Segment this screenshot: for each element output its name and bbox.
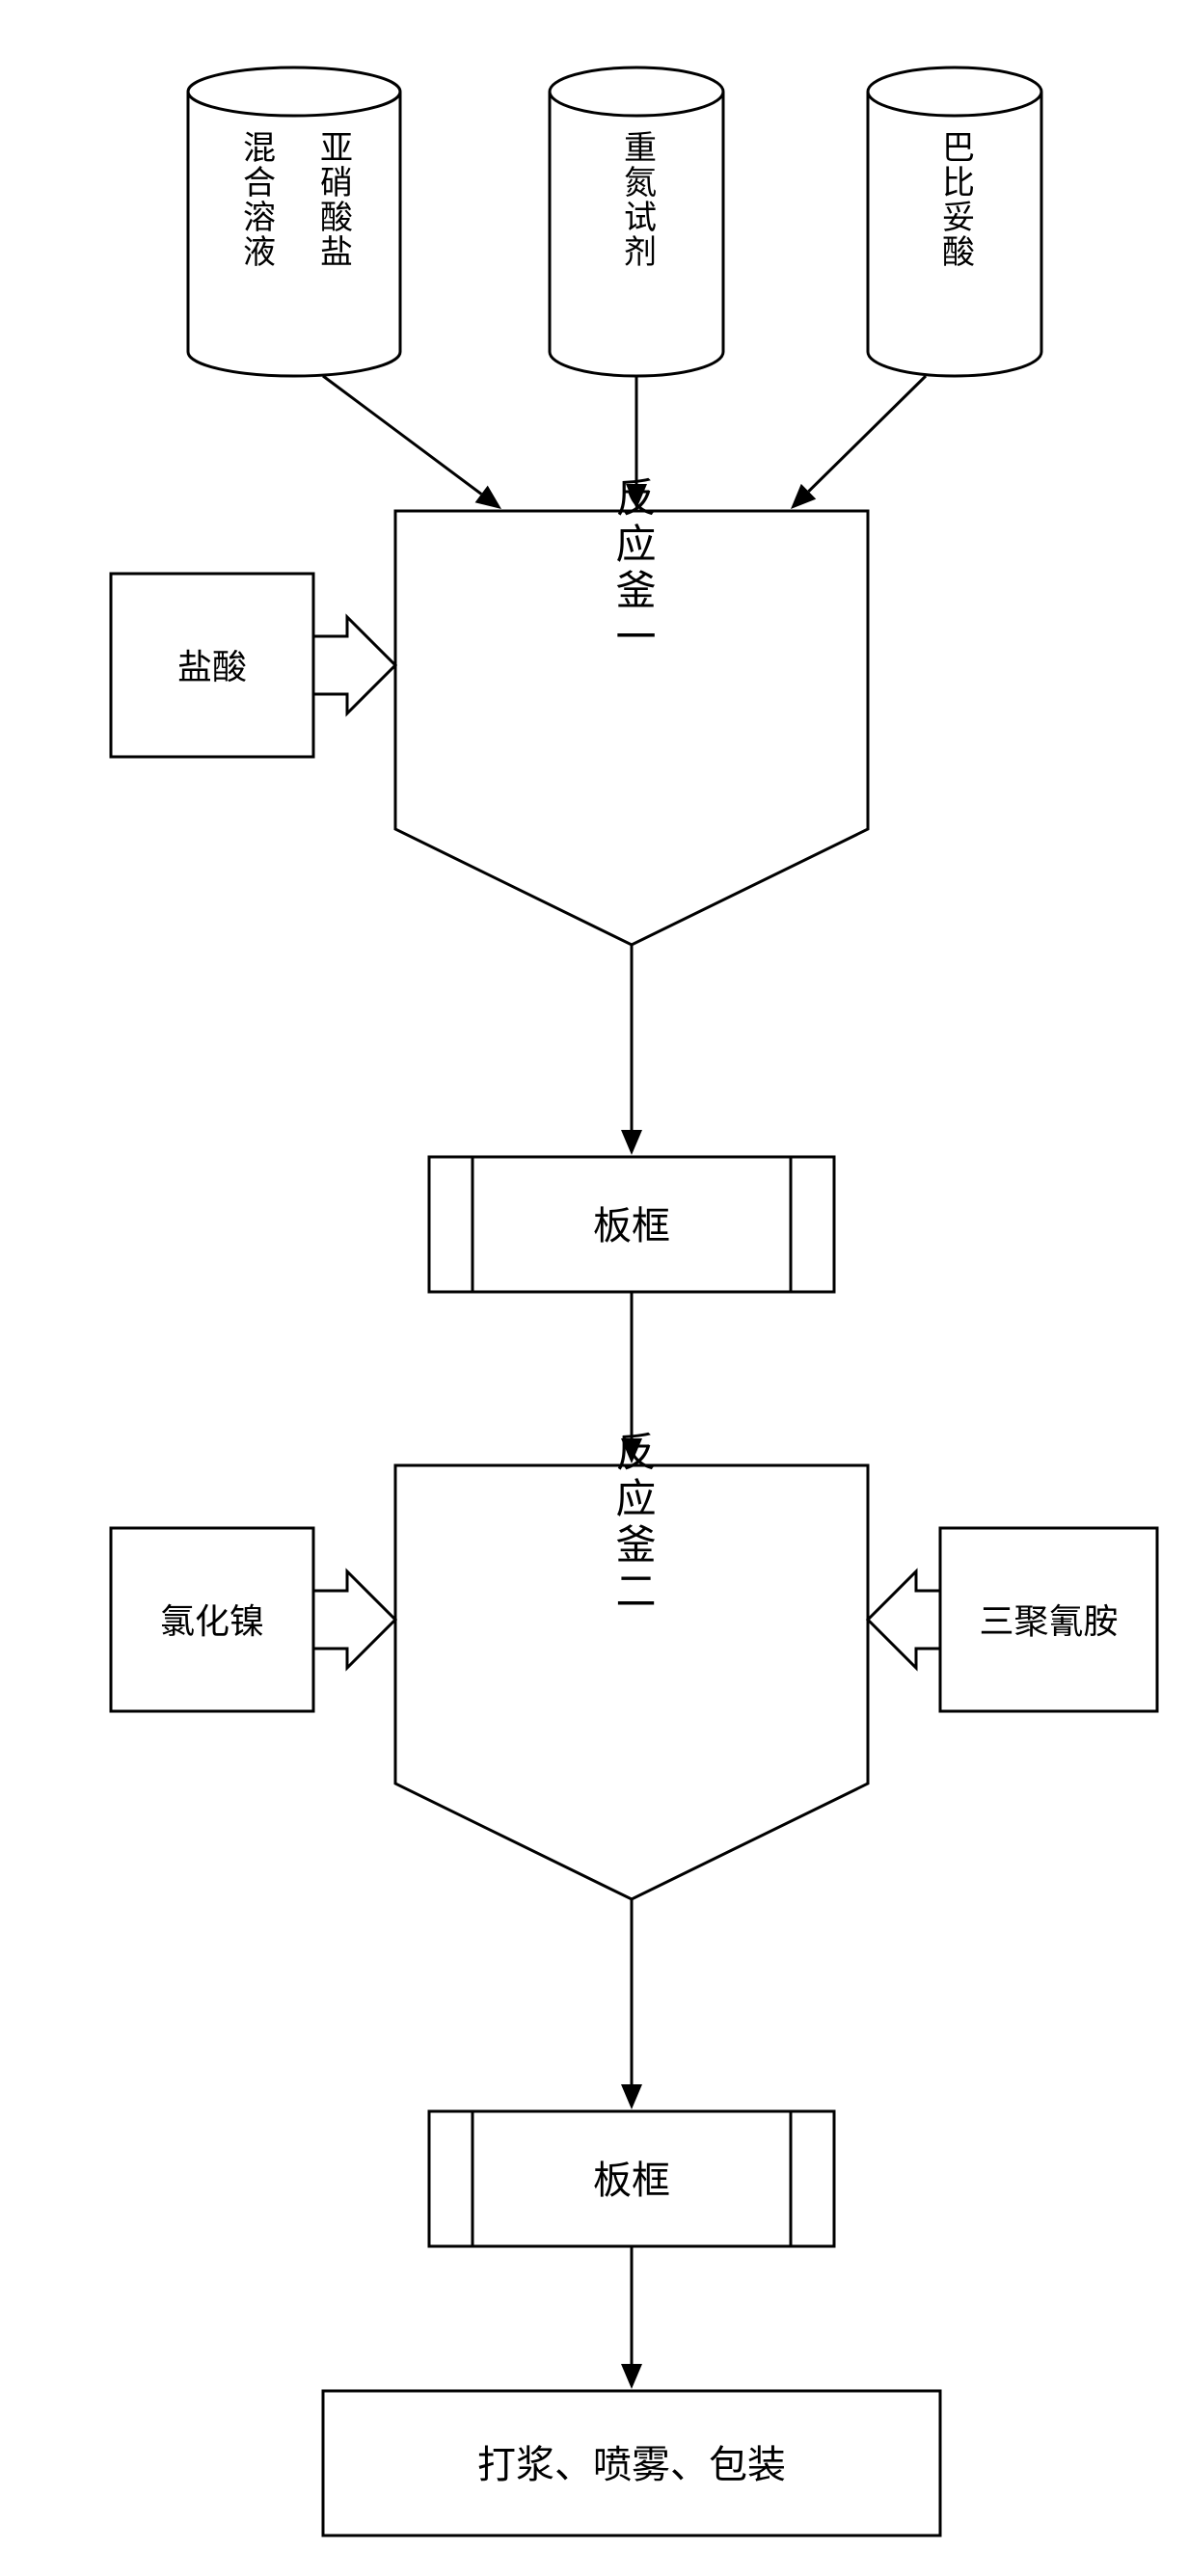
reactor-1-label: 反应釜一	[609, 476, 655, 661]
box-nicl2-label: 氯化镍	[160, 1602, 264, 1641]
cyl-diazo-label: 重氮试剂	[619, 130, 656, 269]
plate-2: 板框	[429, 2111, 834, 2246]
cyl-barbituric-label: 巴比妥酸	[937, 130, 974, 269]
box-final-label: 打浆、喷雾、包装	[477, 2443, 786, 2486]
box-hcl: 盐酸	[111, 574, 313, 757]
cyl-nitrite-label: 亚硝酸盐	[315, 130, 352, 269]
box-nicl2: 氯化镍	[111, 1528, 313, 1711]
plate-1-label: 板框	[593, 1204, 670, 1248]
box-final: 打浆、喷雾、包装	[323, 2391, 940, 2536]
cyl-nitrite-label: 混合溶液	[238, 130, 275, 269]
cyl-barbituric: 巴比妥酸	[868, 67, 1041, 376]
plate-2-label: 板框	[593, 2159, 670, 2202]
box-melamine-label: 三聚氰胺	[979, 1602, 1118, 1641]
cyl-nitrite: 混合溶液 亚硝酸盐	[188, 67, 400, 376]
cyl-diazo: 重氮试剂	[550, 67, 723, 376]
box-melamine: 三聚氰胺	[940, 1528, 1157, 1711]
reactor-2: 反应釜二	[395, 1431, 868, 1899]
reactor-1: 反应釜一	[395, 476, 868, 945]
flowchart-canvas: 混合溶液亚硝酸盐重氮试剂巴比妥酸反应釜一反应釜二盐酸氯化镍三聚氰胺板框板框打浆、…	[0, 0, 1188, 2576]
plate-1: 板框	[429, 1157, 834, 1292]
box-hcl-label: 盐酸	[177, 648, 247, 686]
